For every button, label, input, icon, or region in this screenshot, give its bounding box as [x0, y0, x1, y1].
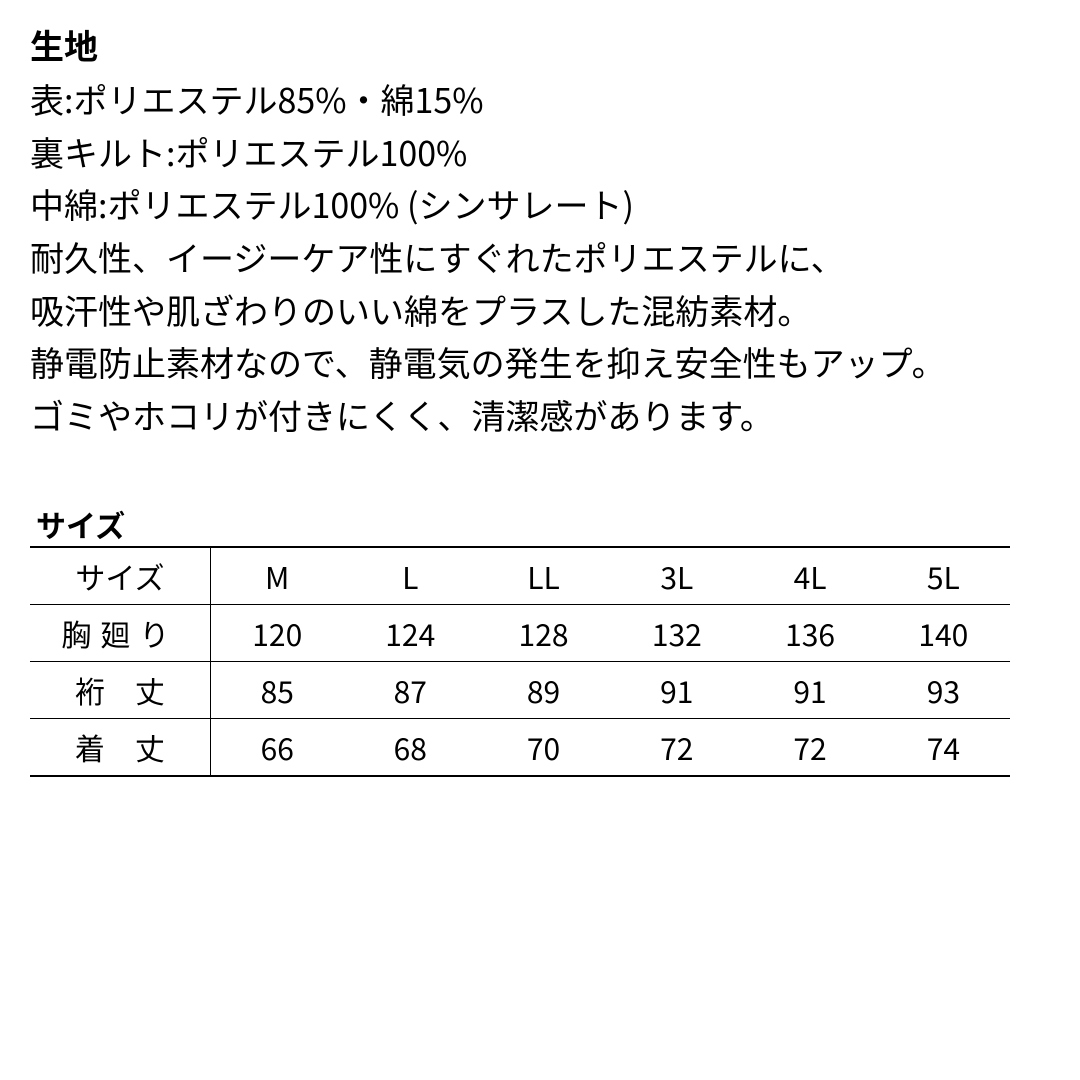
- table-cell: 72: [610, 718, 743, 776]
- table-cell: 89: [477, 661, 610, 718]
- table-cell: 72: [743, 718, 876, 776]
- table-header-cell: L: [344, 547, 477, 605]
- table-header-cell: 4L: [743, 547, 876, 605]
- fabric-title: 生地: [30, 20, 1060, 69]
- table-header-cell: 3L: [610, 547, 743, 605]
- table-header-row: サイズ M L LL 3L 4L 5L: [30, 547, 1010, 605]
- fabric-line: 吸汗性や肌ざわりのいい綿をプラスした混紡素材。: [30, 284, 1060, 337]
- size-title: サイズ: [30, 502, 1060, 546]
- table-row: 胸廻り 120 124 128 132 136 140: [30, 604, 1010, 661]
- fabric-section: 生地 表:ポリエステル85%・綿15% 裏キルト:ポリエステル100% 中綿:ポ…: [30, 20, 1060, 442]
- fabric-line: 静電防止素材なので、静電気の発生を抑え安全性もアップ。: [30, 336, 1060, 389]
- table-cell: 66: [210, 718, 343, 776]
- table-cell: 85: [210, 661, 343, 718]
- table-row-label: 胸廻り: [30, 604, 210, 661]
- table-cell: 128: [477, 604, 610, 661]
- table-header-cell: M: [210, 547, 343, 605]
- table-cell: 93: [877, 661, 1010, 718]
- table-header-cell: LL: [477, 547, 610, 605]
- table-cell: 124: [344, 604, 477, 661]
- fabric-line: 裏キルト:ポリエステル100%: [30, 126, 1060, 179]
- table-row: 着 丈 66 68 70 72 72 74: [30, 718, 1010, 776]
- table-cell: 140: [877, 604, 1010, 661]
- size-section: サイズ サイズ M L LL 3L 4L 5L 胸廻り 120 124 128 …: [30, 502, 1060, 777]
- table-cell: 120: [210, 604, 343, 661]
- fabric-description: 表:ポリエステル85%・綿15% 裏キルト:ポリエステル100% 中綿:ポリエス…: [30, 73, 1060, 442]
- size-table: サイズ M L LL 3L 4L 5L 胸廻り 120 124 128 132 …: [30, 546, 1010, 777]
- fabric-line: 耐久性、イージーケア性にすぐれたポリエステルに、: [30, 231, 1060, 284]
- table-header-cell: サイズ: [30, 547, 210, 605]
- table-row: 裄 丈 85 87 89 91 91 93: [30, 661, 1010, 718]
- table-header-cell: 5L: [877, 547, 1010, 605]
- table-cell: 132: [610, 604, 743, 661]
- table-cell: 68: [344, 718, 477, 776]
- table-cell: 70: [477, 718, 610, 776]
- table-row-label: 裄 丈: [30, 661, 210, 718]
- table-cell: 91: [610, 661, 743, 718]
- fabric-line: 表:ポリエステル85%・綿15%: [30, 73, 1060, 126]
- fabric-line: 中綿:ポリエステル100% (シンサレート): [30, 178, 1060, 231]
- table-row-label: 着 丈: [30, 718, 210, 776]
- fabric-line: ゴミやホコリが付きにくく、清潔感があります。: [30, 389, 1060, 442]
- table-cell: 74: [877, 718, 1010, 776]
- table-cell: 91: [743, 661, 876, 718]
- table-cell: 136: [743, 604, 876, 661]
- table-cell: 87: [344, 661, 477, 718]
